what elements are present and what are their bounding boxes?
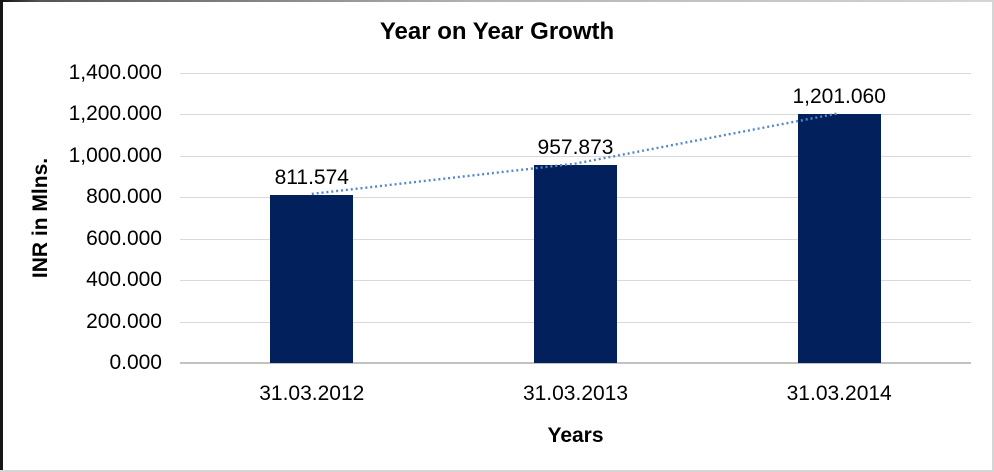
frame-border-right <box>992 0 994 472</box>
bar-value-label: 1,201.060 <box>792 85 886 109</box>
frame-border-left <box>0 0 3 472</box>
y-tick-label: 800.000 <box>86 185 162 209</box>
y-tick-label: 1,400.000 <box>68 61 162 84</box>
y-tick-label: 0.000 <box>109 351 162 374</box>
chart-title: Year on Year Growth <box>379 18 615 45</box>
y-tick-label: 1,000.000 <box>68 143 162 167</box>
x-axis-line <box>180 362 971 364</box>
x-tick-label: 31.03.2014 <box>786 382 892 405</box>
y-axis-title: INR in Mlns. <box>29 157 52 279</box>
bar-value-label: 957.873 <box>537 135 614 159</box>
y-tick-label: 1,200.000 <box>68 102 162 126</box>
bar-value-label: 811.574 <box>274 165 349 189</box>
y-tick-label: 200.000 <box>86 309 162 333</box>
x-tick-label: 31.03.2012 <box>259 382 365 405</box>
frame-border-top <box>0 0 994 2</box>
gridline <box>180 73 971 74</box>
y-tick-label: 400.000 <box>86 268 162 292</box>
y-tick-label: 600.000 <box>86 226 162 250</box>
x-tick-label: 31.03.2013 <box>522 382 629 405</box>
frame-border-bottom <box>0 470 994 472</box>
bar <box>797 114 881 363</box>
x-axis-title: Years <box>547 424 604 447</box>
bar <box>270 194 354 363</box>
bar <box>534 164 617 363</box>
